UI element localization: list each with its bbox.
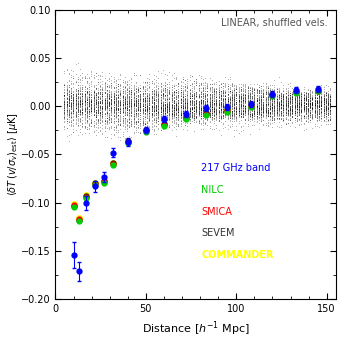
- SMICA: [271, 93, 275, 97]
- COMMANDER: [184, 114, 188, 118]
- SMICA: [71, 203, 76, 207]
- COMMANDER: [93, 181, 97, 185]
- Line: SEVEM: SEVEM: [71, 88, 320, 223]
- SEVEM: [84, 194, 88, 198]
- SMICA: [84, 195, 88, 199]
- SEVEM: [271, 93, 275, 97]
- SMICA: [126, 140, 130, 144]
- SEVEM: [294, 90, 298, 94]
- NILC: [316, 89, 320, 93]
- SEVEM: [249, 103, 253, 107]
- COMMANDER: [144, 128, 148, 132]
- COMMANDER: [126, 139, 130, 143]
- NILC: [71, 205, 76, 209]
- COMMANDER: [102, 178, 106, 182]
- NILC: [249, 105, 253, 109]
- SMICA: [162, 122, 166, 127]
- Line: NILC: NILC: [71, 88, 320, 224]
- SMICA: [184, 116, 188, 120]
- NILC: [162, 123, 166, 128]
- NILC: [93, 183, 97, 187]
- COMMANDER: [77, 216, 81, 220]
- NILC: [102, 181, 106, 185]
- COMMANDER: [162, 121, 166, 126]
- SEVEM: [316, 89, 320, 93]
- SMICA: [77, 217, 81, 221]
- NILC: [144, 130, 148, 135]
- NILC: [294, 90, 298, 95]
- NILC: [77, 219, 81, 223]
- Text: SMICA: SMICA: [201, 207, 232, 217]
- SEVEM: [184, 115, 188, 119]
- Y-axis label: $\langle \delta T\, (v/\sigma_v)_{\rm est} \rangle$ [$\mu$K]: $\langle \delta T\, (v/\sigma_v)_{\rm es…: [5, 112, 19, 196]
- NILC: [126, 141, 130, 145]
- Text: LINEAR, shuffled vels.: LINEAR, shuffled vels.: [221, 18, 327, 28]
- NILC: [225, 110, 229, 114]
- SEVEM: [225, 108, 229, 112]
- Text: SEVEM: SEVEM: [201, 228, 235, 238]
- SEVEM: [162, 121, 166, 126]
- SMICA: [249, 104, 253, 108]
- SEVEM: [111, 161, 115, 165]
- COMMANDER: [71, 202, 76, 206]
- Text: NILC: NILC: [201, 185, 224, 195]
- SMICA: [144, 129, 148, 133]
- SEVEM: [71, 204, 76, 208]
- SEVEM: [102, 179, 106, 183]
- COMMANDER: [316, 88, 320, 92]
- NILC: [184, 117, 188, 121]
- SMICA: [225, 109, 229, 113]
- SEVEM: [77, 218, 81, 222]
- Text: COMMANDER: COMMANDER: [201, 250, 274, 260]
- NILC: [111, 163, 115, 167]
- NILC: [203, 113, 208, 117]
- SMICA: [93, 182, 97, 186]
- COMMANDER: [225, 108, 229, 112]
- SEVEM: [144, 128, 148, 132]
- SMICA: [316, 89, 320, 93]
- Text: 217 GHz band: 217 GHz band: [201, 163, 271, 173]
- NILC: [271, 94, 275, 98]
- COMMANDER: [249, 103, 253, 107]
- COMMANDER: [84, 193, 88, 197]
- COMMANDER: [203, 111, 208, 115]
- COMMANDER: [294, 89, 298, 93]
- SMICA: [111, 162, 115, 166]
- SEVEM: [126, 139, 130, 143]
- SMICA: [294, 90, 298, 94]
- SMICA: [102, 180, 106, 184]
- Line: COMMANDER: COMMANDER: [71, 87, 320, 221]
- Line: SMICA: SMICA: [71, 88, 320, 222]
- NILC: [84, 196, 88, 200]
- SEVEM: [203, 111, 208, 115]
- SEVEM: [93, 181, 97, 185]
- X-axis label: Distance [$h^{-1}$ Mpc]: Distance [$h^{-1}$ Mpc]: [142, 320, 250, 338]
- SMICA: [203, 112, 208, 116]
- COMMANDER: [271, 92, 275, 96]
- COMMANDER: [111, 161, 115, 165]
